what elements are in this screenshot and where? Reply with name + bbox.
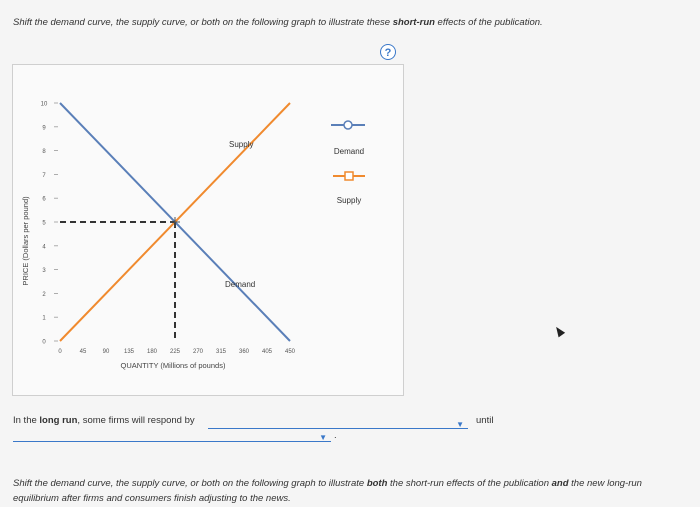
long-run-sentence: In the long run, some firms will respond… (13, 415, 195, 426)
second-question-instruction: Shift the demand curve, the supply curve… (13, 478, 642, 504)
legend-supply-label: Supply (337, 196, 361, 205)
mouse-cursor-icon (552, 324, 566, 338)
question-instruction: Shift the demand curve, the supply curve… (13, 17, 543, 28)
graph-svg[interactable]: PRICE (Dollars per pound) QUANTITY (Mill… (13, 65, 403, 395)
x-tick-label: 270 (193, 349, 204, 355)
legend-demand-label: Demand (334, 147, 364, 156)
y-tick-label: 4 (42, 244, 46, 250)
long-run-condition-dropdown[interactable]: ▼ (13, 431, 331, 442)
y-tick-label: 10 (41, 102, 48, 108)
dropdown-arrow-icon: ▼ (319, 433, 327, 442)
y-tick-label: 9 (42, 125, 46, 131)
y-tick-label: 8 (42, 149, 46, 155)
graph-panel: PRICE (Dollars per pound) QUANTITY (Mill… (12, 64, 404, 396)
sentence-period: . (334, 430, 337, 441)
legend-demand-tool[interactable]: Demand (331, 120, 365, 156)
x-axis-title: QUANTITY (Millions of pounds) (121, 361, 226, 370)
demand-curve-label: Demand (225, 280, 255, 289)
square-marker-icon (344, 171, 354, 181)
supply-curve-label: Supply (229, 140, 253, 149)
y-tick-label: 0 (42, 340, 46, 346)
x-tick-label: 0 (58, 349, 62, 355)
x-tick-label: 315 (216, 349, 227, 355)
y-axis-title: PRICE (Dollars per pound) (21, 196, 30, 286)
x-tick-label: 405 (262, 349, 273, 355)
x-tick-label: 180 (147, 349, 158, 355)
dropdown-arrow-icon: ▼ (456, 420, 464, 429)
legend-supply-tool[interactable]: Supply (333, 171, 365, 205)
y-tick-label: 7 (42, 173, 46, 179)
y-tick-label: 5 (42, 221, 46, 227)
until-label: until (476, 415, 494, 426)
y-tick-label: 6 (42, 197, 46, 203)
equilibrium-point (170, 217, 180, 227)
x-tick-label: 135 (124, 349, 135, 355)
y-tick-label: 1 (42, 316, 46, 322)
y-tick-label: 3 (42, 268, 46, 274)
x-tick-label: 45 (80, 349, 87, 355)
y-tick-label: 2 (42, 292, 46, 298)
x-tick-label: 450 (285, 349, 296, 355)
circle-marker-icon (343, 120, 353, 130)
x-tick-label: 360 (239, 349, 250, 355)
long-run-response-dropdown[interactable]: ▼ (208, 418, 468, 429)
x-tick-label: 90 (103, 349, 110, 355)
help-icon[interactable]: ? (380, 44, 396, 60)
x-tick-label: 225 (170, 349, 181, 355)
